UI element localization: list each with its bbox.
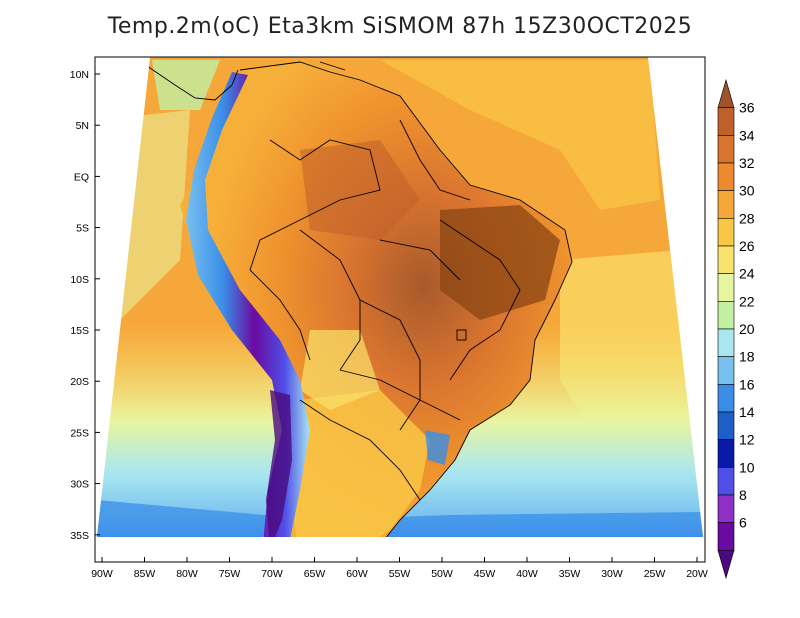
colorbar-label: 32 <box>739 155 755 171</box>
colorbar-label: 34 <box>739 127 755 143</box>
lon-tick-label: 55W <box>389 568 411 580</box>
lat-tick-label: 30S <box>70 479 89 491</box>
colorbar-label: 20 <box>739 321 755 337</box>
colorbar-swatch <box>717 467 735 496</box>
lat-tick-label: 25S <box>70 427 89 439</box>
model-domain <box>97 57 703 537</box>
andes-coldest <box>266 390 292 537</box>
caribbean-coast <box>319 61 346 71</box>
lon-tick-label: 25W <box>644 568 666 580</box>
lon-tick-label: 70W <box>261 568 283 580</box>
lon-tick-label: 80W <box>176 568 198 580</box>
lon-tick-label: 45W <box>474 568 496 580</box>
lat-tick-label: EQ <box>74 171 89 183</box>
colorbar-swatch <box>717 78 735 108</box>
colorbar-label: 36 <box>739 100 755 116</box>
lat-tick-label: 20S <box>70 376 89 388</box>
colorbar-swatch <box>717 328 735 357</box>
colorbar-swatch <box>717 162 735 191</box>
colorbar-swatch <box>717 218 735 247</box>
colorbar-swatch <box>717 301 735 330</box>
land-south-brazil-cool <box>425 430 450 465</box>
land-south-cool <box>290 390 430 537</box>
lon-tick-label: 50W <box>431 568 453 580</box>
lat-tick-label: 15S <box>70 325 89 337</box>
colorbar-swatch <box>717 356 735 385</box>
central-america-coast <box>134 57 239 101</box>
colorbar: 36 34 32 30 28 26 24 22 20 18 16 14 12 10 8 6 <box>717 78 755 580</box>
federal-district <box>456 329 467 341</box>
galapagos-island <box>101 178 105 182</box>
colorbar-label: 12 <box>739 432 755 448</box>
colorbar-label: 16 <box>739 376 755 392</box>
lon-tick-label: 85W <box>134 568 156 580</box>
lon-tick-label: 75W <box>219 568 241 580</box>
colorbar-label: 8 <box>739 487 747 503</box>
colorbar-label: 18 <box>739 349 755 365</box>
colorbar-swatch <box>717 494 735 523</box>
colorbar-swatch <box>717 107 735 136</box>
colorbar-swatch <box>717 384 735 413</box>
colorbar-swatch <box>717 439 735 468</box>
lon-tick-label: 60W <box>346 568 368 580</box>
colorbar-label: 22 <box>739 293 755 309</box>
latitude-axis: 10N 5N EQ 5S 10S 15S 20S 25S 30S 35S <box>70 69 100 542</box>
lat-tick-label: 5S <box>76 223 89 235</box>
colorbar-swatch <box>717 522 735 551</box>
colorbar-swatch <box>717 190 735 219</box>
land-northeast-hot <box>440 205 560 320</box>
lon-tick-label: 40W <box>516 568 538 580</box>
longitude-axis: 90W 85W 80W 75W 70W 65W 60W 55W 50W 45W 40W 35W 30W 2… <box>91 557 708 580</box>
land-amazon-warm <box>300 140 420 240</box>
country-borders <box>239 61 573 537</box>
colorbar-label: 30 <box>739 183 755 199</box>
colorbar-swatch <box>717 273 735 302</box>
lon-tick-label: 65W <box>304 568 326 580</box>
colorbar-label: 24 <box>739 266 755 282</box>
galapagos-island <box>106 182 110 186</box>
colorbar-swatch <box>717 245 735 274</box>
lon-tick-label: 90W <box>91 568 113 580</box>
colorbar-swatch <box>717 550 735 580</box>
map-title: Temp.2m(oC) Eta3km SiSMOM 87h 15Z30OCT20… <box>107 14 693 39</box>
colorbar-label: 6 <box>739 515 747 531</box>
colorbar-swatch <box>717 411 735 440</box>
lat-tick-label: 35S <box>70 530 89 542</box>
colorbar-label: 26 <box>739 238 755 254</box>
lat-tick-label: 5N <box>76 120 89 132</box>
colorbar-label: 28 <box>739 210 755 226</box>
lon-tick-label: 35W <box>559 568 581 580</box>
lat-tick-label: 10N <box>70 69 89 81</box>
colorbar-label: 14 <box>739 404 755 420</box>
colorbar-swatch <box>717 135 735 164</box>
colorbar-label: 10 <box>739 459 755 475</box>
andes-cold <box>186 72 310 537</box>
lon-tick-label: 20W <box>686 568 708 580</box>
lon-tick-label: 30W <box>601 568 623 580</box>
lat-tick-label: 10S <box>70 274 89 286</box>
